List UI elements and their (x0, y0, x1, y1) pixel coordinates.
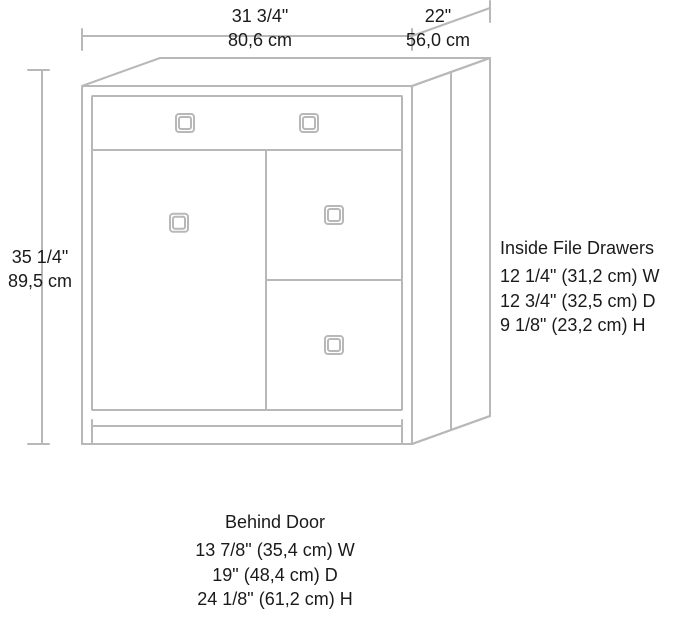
behind-door-h: 24 1/8" (61,2 cm) H (165, 587, 385, 611)
dim-width-imperial: 31 3/4" (190, 4, 330, 28)
dim-width-metric: 80,6 cm (190, 28, 330, 52)
dim-depth-metric: 56,0 cm (388, 28, 488, 52)
file-drawers-w: 12 1/4" (31,2 cm) W (500, 264, 700, 288)
dim-width-top: 31 3/4" 80,6 cm (190, 4, 330, 53)
file-drawers-d: 12 3/4" (32,5 cm) D (500, 289, 700, 313)
dim-depth-top: 22" 56,0 cm (388, 4, 488, 53)
dim-height-imperial: 35 1/4" (0, 245, 80, 269)
file-drawers-title: Inside File Drawers (500, 236, 700, 260)
dim-depth-imperial: 22" (388, 4, 488, 28)
dim-file-drawers: Inside File Drawers 12 1/4" (31,2 cm) W … (500, 236, 700, 337)
dim-height-left: 35 1/4" 89,5 cm (0, 245, 80, 294)
dim-height-metric: 89,5 cm (0, 269, 80, 293)
file-drawers-h: 9 1/8" (23,2 cm) H (500, 313, 700, 337)
dim-behind-door: Behind Door 13 7/8" (35,4 cm) W 19" (48,… (165, 510, 385, 611)
behind-door-title: Behind Door (165, 510, 385, 534)
behind-door-d: 19" (48,4 cm) D (165, 563, 385, 587)
behind-door-w: 13 7/8" (35,4 cm) W (165, 538, 385, 562)
